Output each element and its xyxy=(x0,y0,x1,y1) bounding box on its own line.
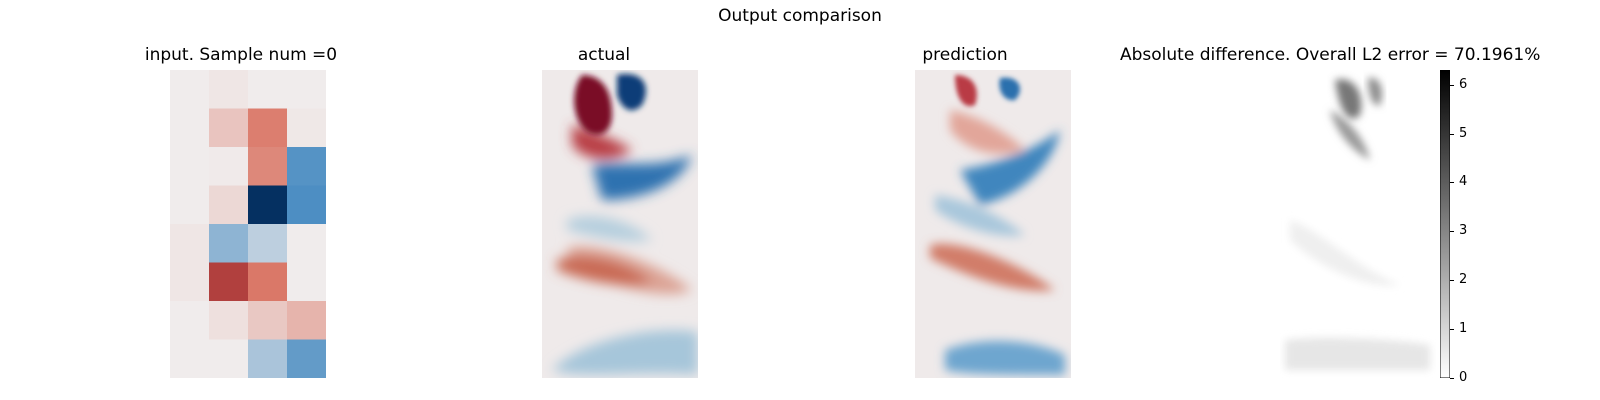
difference-middle-haze xyxy=(1290,220,1400,286)
colorbar-ticks: 0 1 2 3 4 5 6 xyxy=(1450,70,1490,385)
input-cell-r4-c0 xyxy=(170,224,210,263)
input-cell-r0-c1 xyxy=(209,70,249,109)
input-cell-r4-c2 xyxy=(248,224,288,263)
prediction-top-red-vortex xyxy=(955,75,977,107)
input-cell-r4-c3 xyxy=(287,224,326,263)
colorbar-tick-label: 3 xyxy=(1459,223,1468,239)
input-panel-title: input. Sample num =0 xyxy=(144,45,338,65)
colorbar-tick-label: 6 xyxy=(1459,76,1468,92)
input-cell-r2-c0 xyxy=(170,147,210,186)
input-cell-r0-c3 xyxy=(287,70,326,109)
actual-lower-blue-lobe xyxy=(552,330,698,375)
input-cell-r1-c0 xyxy=(170,108,210,148)
actual-light-blue-band xyxy=(567,216,652,242)
prediction-heatmap xyxy=(915,70,1071,378)
input-cell-r3-c0 xyxy=(170,185,210,225)
input-cell-r0-c2 xyxy=(248,70,288,109)
input-cell-r5-c3 xyxy=(287,262,326,302)
prediction-upper-red-band xyxy=(950,110,1025,154)
input-cell-r5-c0 xyxy=(170,262,210,302)
colorbar-tick-mark xyxy=(1450,280,1454,282)
colorbar-tick-mark xyxy=(1450,84,1454,86)
difference-panel-title: Absolute difference. Overall L2 error = … xyxy=(1120,45,1541,65)
colorbar-tick-label: 4 xyxy=(1459,174,1468,190)
input-cell-r7-c0 xyxy=(170,339,210,378)
difference-top-right-ridge xyxy=(1368,77,1382,106)
input-cell-r7-c2 xyxy=(248,339,288,378)
colorbar-tick-label: 5 xyxy=(1459,125,1468,141)
input-cell-r6-c3 xyxy=(287,301,326,340)
input-cell-r2-c1 xyxy=(209,147,249,186)
input-cell-r1-c1 xyxy=(209,108,249,148)
input-cell-r1-c3 xyxy=(287,108,326,148)
input-cell-r3-c3 xyxy=(287,185,326,225)
prediction-top-blue-vortex xyxy=(999,77,1020,101)
input-heatmap xyxy=(170,70,326,378)
input-cell-r3-c2 xyxy=(248,185,288,225)
colorbar xyxy=(1439,69,1451,379)
colorbar-tick-mark xyxy=(1450,182,1454,184)
difference-bottom-haze xyxy=(1285,337,1430,370)
actual-red-band xyxy=(557,256,652,285)
input-cell-r1-c2 xyxy=(248,108,288,148)
colorbar-tick-label: 2 xyxy=(1459,272,1468,288)
prediction-panel-title: prediction xyxy=(922,45,1008,65)
colorbar-tick-label: 0 xyxy=(1459,370,1468,385)
prediction-middle-blue-band xyxy=(960,130,1060,205)
actual-top-red-vortex xyxy=(574,75,612,135)
prediction-light-blue-band xyxy=(935,195,1025,236)
colorbar-tick-mark xyxy=(1450,133,1454,135)
prediction-lower-blue-lobe xyxy=(945,340,1065,375)
input-cell-r0-c0 xyxy=(170,70,210,109)
colorbar-tick-label: 1 xyxy=(1459,321,1468,337)
prediction-red-band xyxy=(930,243,1055,291)
difference-left-streak xyxy=(1330,110,1370,160)
input-cell-r7-c3 xyxy=(287,339,326,378)
input-cell-r2-c2 xyxy=(248,147,288,186)
input-cell-r6-c0 xyxy=(170,301,210,340)
actual-heatmap xyxy=(542,70,698,378)
actual-top-blue-vortex xyxy=(617,74,646,111)
difference-top-dark-ridge xyxy=(1335,79,1362,119)
input-cell-r2-c3 xyxy=(287,147,326,186)
colorbar-tick-mark xyxy=(1450,378,1454,379)
input-cell-r4-c1 xyxy=(209,224,249,263)
actual-panel-title: actual xyxy=(577,45,631,65)
colorbar-tick-mark xyxy=(1450,231,1454,233)
difference-heatmap xyxy=(1280,70,1436,378)
figure-title: Output comparison xyxy=(718,6,882,26)
input-cell-r3-c1 xyxy=(209,185,249,225)
input-cell-r5-c2 xyxy=(248,262,288,302)
input-cell-r7-c1 xyxy=(209,339,249,378)
colorbar-gradient xyxy=(1439,69,1451,379)
colorbar-tick-mark xyxy=(1450,329,1454,331)
input-cell-r6-c2 xyxy=(248,301,288,340)
actual-middle-blue-band xyxy=(592,155,692,200)
input-cell-r6-c1 xyxy=(209,301,249,340)
input-cell-r5-c1 xyxy=(209,262,249,302)
actual-upper-red-band xyxy=(572,125,632,160)
difference-background xyxy=(1280,70,1436,378)
